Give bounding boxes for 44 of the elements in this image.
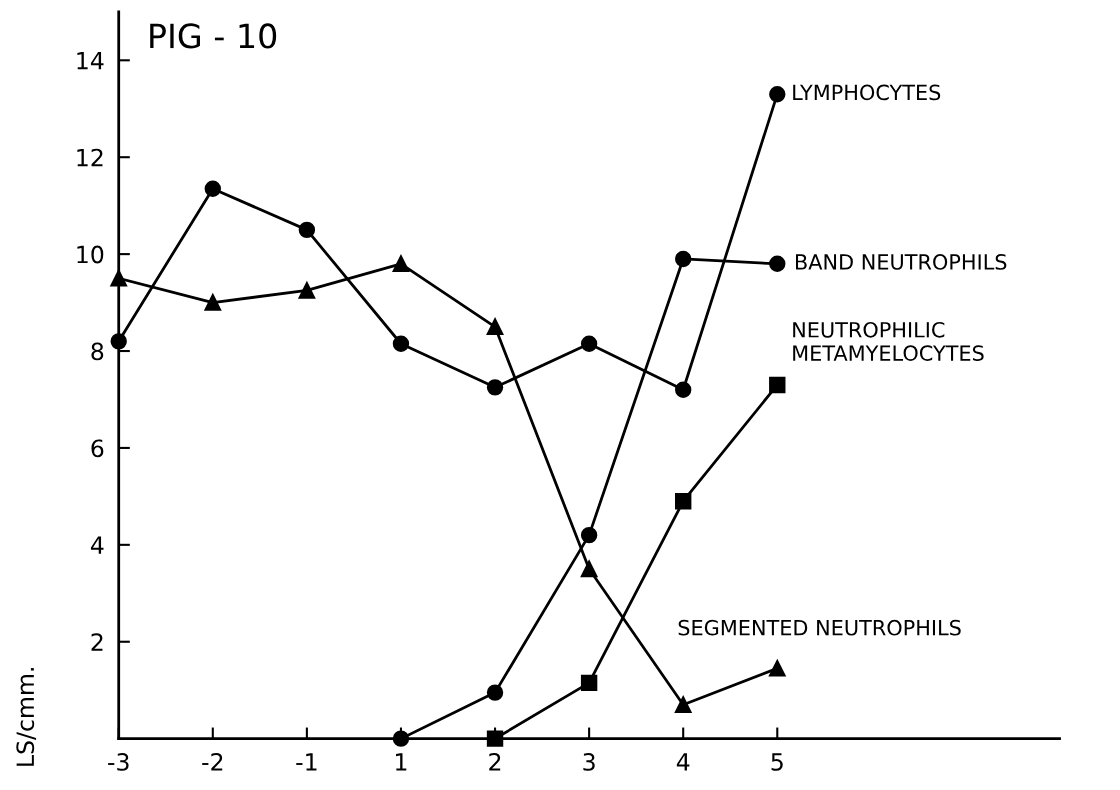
y-tick-label: 8 <box>91 342 104 361</box>
point <box>769 376 786 394</box>
point <box>486 379 504 396</box>
point <box>580 560 598 578</box>
point <box>298 221 316 239</box>
x-tick-label: 5 <box>771 753 783 771</box>
y-tick-label: 14 <box>77 52 104 70</box>
point <box>675 493 692 510</box>
x-tick-label: -2 <box>202 752 223 771</box>
y-tick-label: 12 <box>77 148 103 167</box>
point <box>675 381 692 398</box>
point <box>204 180 221 197</box>
point <box>675 250 692 268</box>
point <box>392 255 410 272</box>
point <box>204 294 221 311</box>
y-tick-label: 2 <box>91 633 103 651</box>
point <box>769 86 786 103</box>
series-label: LYMPHOCYTES <box>793 84 941 101</box>
point <box>675 696 692 713</box>
y-tick-label: 6 <box>91 439 104 458</box>
point <box>110 333 127 350</box>
point <box>769 660 786 677</box>
x-tick-label: 1 <box>396 753 407 771</box>
chart-title: PIG - 10 <box>150 23 277 49</box>
point <box>298 282 316 299</box>
y-tick-label: 4 <box>90 536 104 554</box>
y-tick-label: 10 <box>77 245 104 264</box>
point <box>486 684 504 701</box>
x-tick-label: -3 <box>108 752 129 771</box>
series-label: BAND NEUTROPHILS <box>795 254 1007 270</box>
point <box>769 255 786 272</box>
point <box>110 270 127 287</box>
point <box>580 674 598 692</box>
x-tick-label: 4 <box>676 753 690 771</box>
point <box>580 526 598 544</box>
y-axis-title: LS/cmm. <box>16 668 37 766</box>
x-tick-label: 2 <box>489 752 501 771</box>
point <box>486 318 504 335</box>
series-label: NEUTROPHILIC METAMYELOCYTES <box>793 321 984 361</box>
x-tick-label: -1 <box>296 753 317 771</box>
point <box>392 335 410 352</box>
x-tick-label: 3 <box>583 752 595 771</box>
series-label: SEGMENTED NEUTROPHILS <box>678 619 961 636</box>
point <box>580 335 598 352</box>
